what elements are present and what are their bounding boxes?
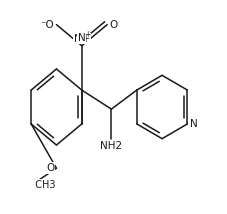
Text: O: O bbox=[109, 20, 118, 30]
Text: NH2: NH2 bbox=[100, 141, 122, 151]
Text: N+: N+ bbox=[74, 34, 90, 44]
Text: N: N bbox=[190, 119, 197, 129]
Text: N: N bbox=[78, 33, 86, 43]
Text: +: + bbox=[84, 30, 90, 39]
Text: CH3: CH3 bbox=[29, 180, 56, 190]
Text: ⁻O: ⁻O bbox=[41, 20, 54, 30]
Text: -O: -O bbox=[42, 20, 54, 30]
Text: O: O bbox=[46, 163, 54, 173]
